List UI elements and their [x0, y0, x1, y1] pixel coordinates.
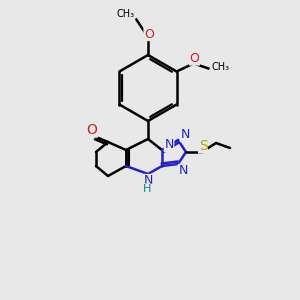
- Text: N: N: [143, 175, 153, 188]
- Text: O: O: [87, 123, 98, 137]
- Text: N: N: [180, 128, 190, 142]
- Text: O: O: [144, 28, 154, 40]
- Text: O: O: [190, 52, 200, 65]
- Text: H: H: [143, 184, 151, 194]
- Text: N: N: [178, 164, 188, 178]
- Text: CH₃: CH₃: [117, 9, 135, 19]
- Text: S: S: [199, 139, 207, 153]
- Text: N: N: [164, 139, 174, 152]
- Text: CH₃: CH₃: [212, 62, 230, 73]
